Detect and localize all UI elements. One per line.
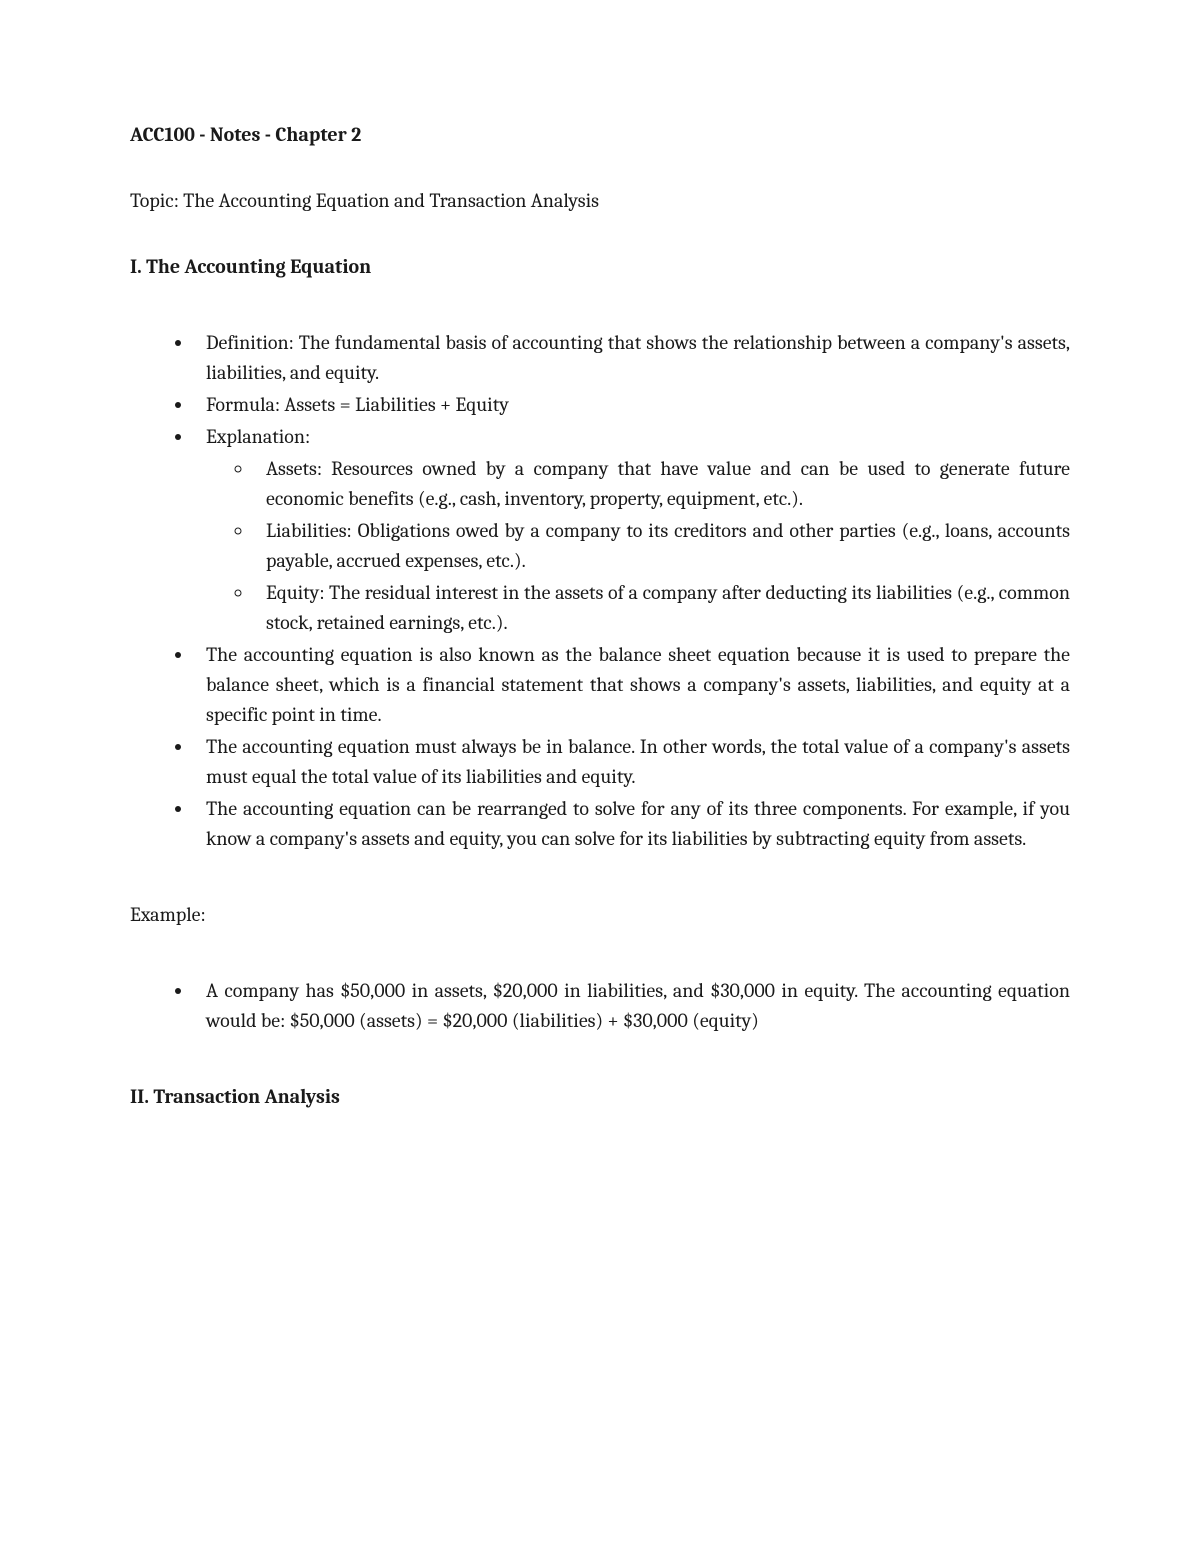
topic-line: Topic: The Accounting Equation and Trans… (130, 186, 1070, 216)
bullet-balance: The accounting equation must always be i… (194, 732, 1070, 792)
section-1-bullets: Definition: The fundamental basis of acc… (130, 328, 1070, 854)
explanation-sublist: Assets: Resources owned by a company tha… (206, 454, 1070, 638)
example-bullet: A company has $50,000 in assets, $20,000… (194, 976, 1070, 1036)
bullet-formula: Formula: Assets = Liabilities + Equity (194, 390, 1070, 420)
sub-liabilities: Liabilities: Obligations owed by a compa… (254, 516, 1070, 576)
bullet-balance-sheet: The accounting equation is also known as… (194, 640, 1070, 730)
bullet-definition: Definition: The fundamental basis of acc… (194, 328, 1070, 388)
section-2-heading: II. Transaction Analysis (130, 1082, 1070, 1112)
bullet-explanation: Explanation: Assets: Resources owned by … (194, 422, 1070, 638)
explanation-label: Explanation: (206, 425, 310, 448)
sub-equity: Equity: The residual interest in the ass… (254, 578, 1070, 638)
example-bullets: A company has $50,000 in assets, $20,000… (130, 976, 1070, 1036)
document-title: ACC100 - Notes - Chapter 2 (130, 120, 1070, 150)
example-heading: Example: (130, 900, 1070, 930)
section-1-heading: I. The Accounting Equation (130, 252, 1070, 282)
bullet-rearranged: The accounting equation can be rearrange… (194, 794, 1070, 854)
sub-assets: Assets: Resources owned by a company tha… (254, 454, 1070, 514)
